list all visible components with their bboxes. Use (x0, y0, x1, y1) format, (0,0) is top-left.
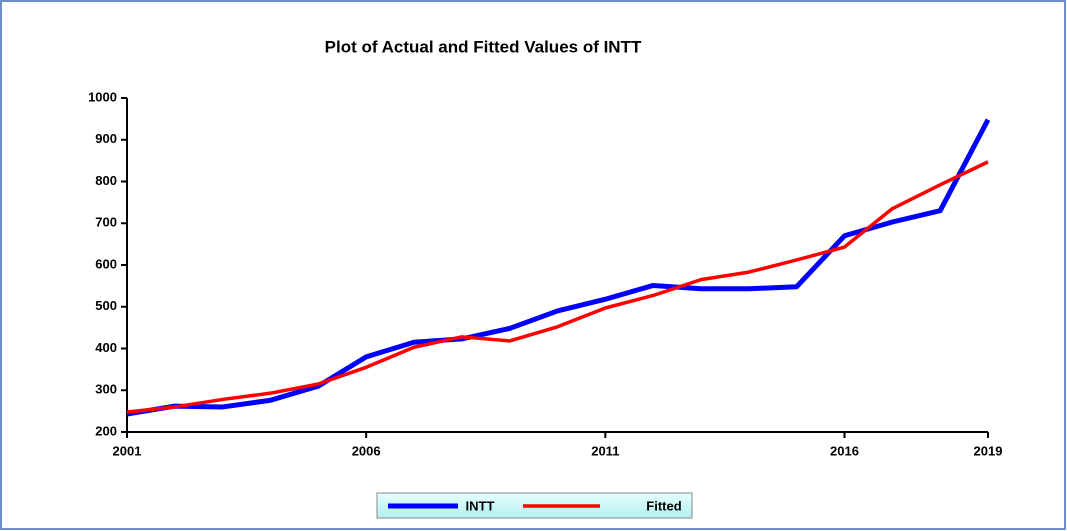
y-tick-label: 1000 (88, 89, 117, 104)
y-tick-label: 500 (95, 298, 117, 313)
legend-label: Fitted (646, 498, 681, 513)
x-tick-label: 2011 (591, 443, 619, 458)
y-tick-label: 700 (95, 215, 117, 230)
series-line (126, 160, 989, 414)
x-tick-label: 2019 (974, 443, 1003, 458)
x-tick-label: 2016 (830, 443, 859, 458)
y-tick-label: 300 (95, 382, 117, 397)
x-tick-label: 2001 (113, 443, 142, 458)
y-tick-label: 900 (95, 131, 117, 146)
series-line (126, 118, 991, 417)
y-tick-label: 200 (95, 423, 117, 438)
legend-label: INTT (466, 498, 495, 513)
y-tick-label: 600 (95, 256, 117, 271)
y-tick-label: 400 (95, 340, 117, 355)
y-tick-label: 800 (95, 173, 117, 188)
chart-title: Plot of Actual and Fitted Values of INTT (325, 37, 642, 56)
x-tick-label: 2006 (352, 443, 381, 458)
